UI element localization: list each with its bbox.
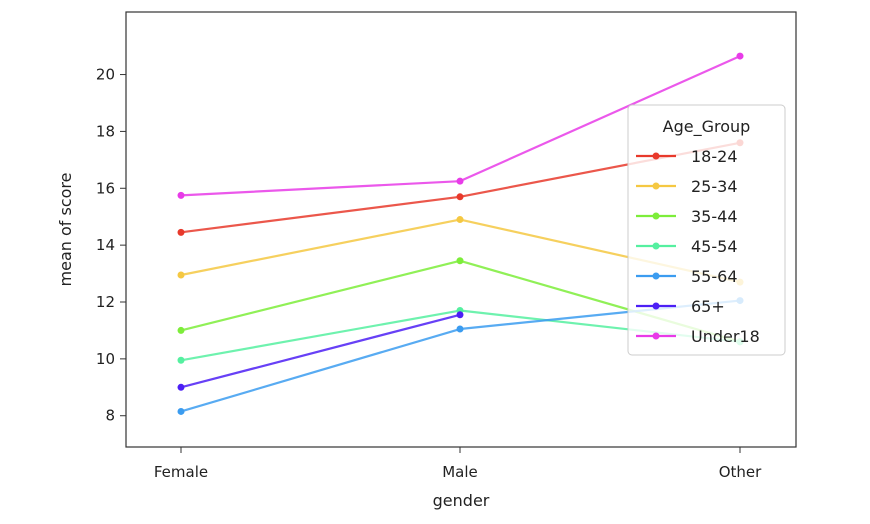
data-point — [456, 311, 464, 319]
data-point — [177, 228, 185, 236]
legend: Age_Group 18-24 25-34 35-44 45-54 55-64 65+ Und… — [627, 104, 786, 356]
legend-marker — [652, 212, 660, 220]
data-point — [177, 326, 185, 334]
x-tick-label: Female — [154, 463, 208, 481]
legend-item: 65+ — [636, 297, 725, 316]
legend-label: 45-54 — [691, 237, 738, 256]
legend-item: 45-54 — [636, 237, 738, 256]
data-point — [177, 191, 185, 199]
data-point — [456, 325, 464, 333]
data-point — [177, 407, 185, 415]
data-point — [177, 383, 185, 391]
y-tick-label: 20 — [96, 66, 115, 84]
data-point — [456, 177, 464, 185]
x-axis-label: gender — [433, 491, 490, 510]
y-axis-label: mean of score — [56, 173, 75, 287]
legend-marker — [652, 182, 660, 190]
legend-label: 18-24 — [691, 147, 738, 166]
legend-title: Age_Group — [663, 117, 751, 137]
plot-frame — [125, 11, 797, 448]
legend-item: 25-34 — [636, 177, 738, 196]
legend-box — [627, 104, 786, 356]
data-point — [736, 52, 744, 60]
legend-item: 35-44 — [636, 207, 738, 226]
legend-item: 55-64 — [636, 267, 738, 286]
data-point — [177, 356, 185, 364]
y-tick-label: 18 — [96, 122, 115, 140]
data-point — [177, 271, 185, 279]
legend-marker — [652, 242, 660, 250]
legend-item: Under18 — [636, 327, 760, 346]
y-tick-label: 16 — [96, 179, 115, 197]
legend-label: 55-64 — [691, 267, 738, 286]
y-tick-label: 8 — [105, 407, 115, 425]
x-tick-label: Male — [442, 463, 478, 481]
legend-marker — [652, 332, 660, 340]
legend-marker — [652, 302, 660, 310]
legend-item: 18-24 — [636, 147, 738, 166]
legend-label: 25-34 — [691, 177, 738, 196]
legend-label: Under18 — [691, 327, 760, 346]
plot-area — [125, 11, 797, 448]
y-axis: 8 10 12 14 16 18 20 — [96, 66, 126, 425]
series-Under18 — [177, 52, 744, 199]
y-tick-label: 12 — [96, 293, 115, 311]
legend-label: 35-44 — [691, 207, 738, 226]
legend-label: 65+ — [691, 297, 725, 316]
y-tick-label: 10 — [96, 350, 115, 368]
series-65+ — [177, 311, 464, 391]
y-tick-label: 14 — [96, 236, 115, 254]
legend-marker — [652, 272, 660, 280]
series-line — [180, 313, 461, 389]
legend-marker — [652, 152, 660, 160]
x-tick-label: Other — [719, 463, 762, 481]
data-point — [456, 193, 464, 201]
x-axis: Female Male Other — [154, 447, 762, 481]
data-point — [456, 257, 464, 265]
data-point — [456, 216, 464, 224]
